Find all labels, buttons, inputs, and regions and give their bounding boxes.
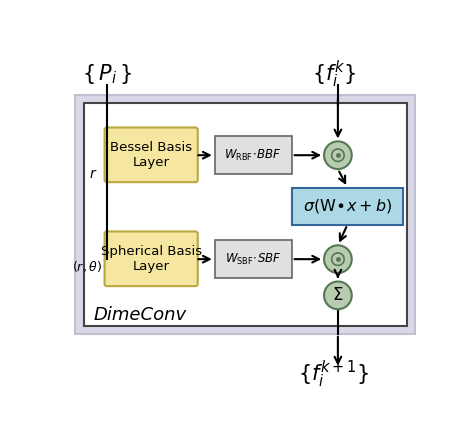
Text: Spherical Basis
Layer: Spherical Basis Layer [100,245,202,273]
Bar [215,240,292,279]
Text: $\{f_i^k\}$: $\{f_i^k\}$ [312,59,356,90]
Text: $\sigma(\mathrm{W}\!\bullet\! x+b)$: $\sigma(\mathrm{W}\!\bullet\! x+b)$ [303,197,392,215]
Text: $W_{\mathrm{SBF}}\!\cdot\!SBF$: $W_{\mathrm{SBF}}\!\cdot\!SBF$ [225,252,281,267]
Text: DimeConv: DimeConv [93,306,186,323]
FancyBboxPatch shape [105,128,198,182]
Circle shape [332,253,344,265]
Circle shape [324,282,352,309]
Circle shape [332,149,344,161]
Text: $\{\,P_i\,\}$: $\{\,P_i\,\}$ [82,62,132,86]
FancyBboxPatch shape [105,231,198,286]
Circle shape [324,245,352,273]
Text: $r$: $r$ [89,168,97,181]
Text: $W_{\mathrm{RBF}}\!\cdot\!BBF$: $W_{\mathrm{RBF}}\!\cdot\!BBF$ [224,148,282,163]
Circle shape [324,141,352,169]
Text: $\Sigma$: $\Sigma$ [332,286,344,304]
Bar [292,187,403,224]
Text: $\{f_i^{k+1}\}$: $\{f_i^{k+1}\}$ [298,359,370,390]
Bar [215,136,292,174]
Text: Bessel Basis
Layer: Bessel Basis Layer [110,141,192,169]
Bar [75,95,415,334]
Bar [84,103,407,326]
Text: $(r, \theta)$: $(r, \theta)$ [72,259,102,275]
